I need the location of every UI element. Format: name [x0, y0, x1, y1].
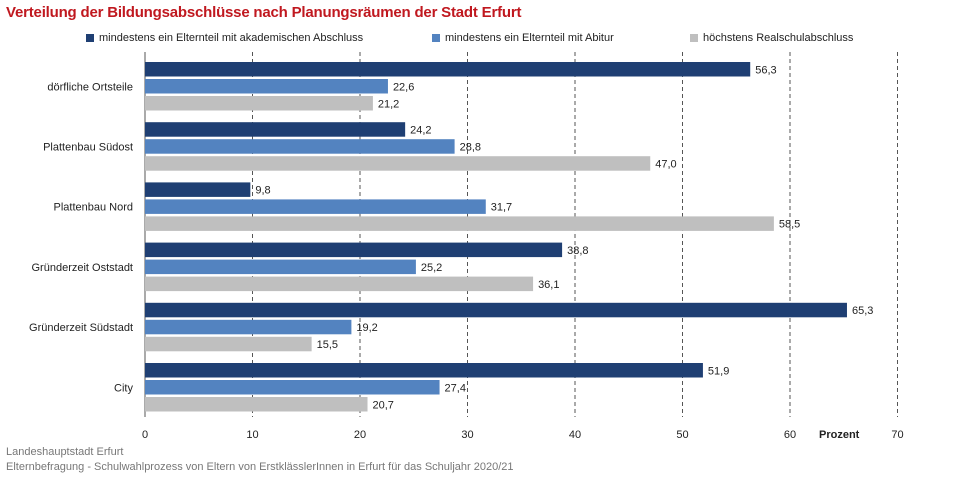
- value-label-city-series-3: 20,7: [373, 399, 394, 411]
- bar-gründerzeit-oststadt-series-3: [145, 276, 534, 292]
- bar-dörfliche-ortsteile-series-3: [145, 96, 373, 111]
- source-line-2: Elternbefragung - Schulwahlprozess von E…: [6, 461, 514, 473]
- value-label-gründerzeit-oststadt-series-2: 25,2: [421, 262, 442, 274]
- value-label-city-series-2: 27,4: [445, 382, 466, 394]
- value-label-plattenbau-nord-series-1: 9,8: [255, 185, 270, 197]
- legend-item-realschule: höchstens Realschulabschluss: [690, 32, 853, 44]
- value-label-gründerzeit-südstadt-series-3: 15,5: [317, 339, 338, 351]
- category-label-gründerzeit-südstadt: Gründerzeit Südstadt: [29, 322, 133, 334]
- legend-label-realschule: höchstens Realschulabschluss: [703, 32, 854, 44]
- value-label-plattenbau-südost-series-3: 47,0: [655, 158, 676, 170]
- source-line-1: Landeshauptstadt Erfurt: [6, 446, 124, 458]
- legend-label-abitur: mindestens ein Elternteil mit Abitur: [445, 32, 614, 44]
- value-label-plattenbau-südost-series-1: 24,2: [410, 124, 431, 136]
- x-tick-label-30: 30: [461, 429, 473, 441]
- category-label-plattenbau-nord: Plattenbau Nord: [54, 202, 134, 214]
- x-tick-label-10: 10: [246, 429, 258, 441]
- bar-plattenbau-südost-series-1: [145, 122, 406, 137]
- bar-gründerzeit-südstadt-series-3: [145, 336, 312, 352]
- x-tick-label-50: 50: [676, 429, 688, 441]
- legend: mindestens ein Elternteil mit akademisch…: [0, 32, 960, 48]
- legend-label-akademisch: mindestens ein Elternteil mit akademisch…: [99, 32, 364, 44]
- legend-swatch-realschule: [690, 34, 698, 42]
- bar-plattenbau-nord-series-3: [145, 216, 774, 231]
- bar-plattenbau-nord-series-2: [145, 199, 486, 214]
- value-label-plattenbau-südost-series-2: 28,8: [460, 141, 481, 153]
- bar-gründerzeit-südstadt-series-1: [145, 302, 847, 318]
- legend-swatch-akademisch: [86, 34, 94, 42]
- value-label-dörfliche-ortsteile-series-3: 21,2: [378, 98, 399, 110]
- legend-swatch-abitur: [432, 34, 440, 42]
- value-label-gründerzeit-südstadt-series-1: 65,3: [852, 305, 873, 317]
- value-label-gründerzeit-oststadt-series-3: 36,1: [538, 279, 559, 291]
- bar-plattenbau-südost-series-3: [145, 156, 651, 171]
- x-tick-label-40: 40: [569, 429, 581, 441]
- bar-city-series-3: [145, 397, 368, 412]
- legend-item-akademisch: mindestens ein Elternteil mit akademisch…: [86, 32, 363, 44]
- bar-city-series-2: [145, 380, 440, 395]
- value-label-plattenbau-nord-series-2: 31,7: [491, 202, 512, 214]
- bar-gründerzeit-oststadt-series-1: [145, 242, 563, 258]
- x-tick-label-60: 60: [784, 429, 796, 441]
- x-tick-label-20: 20: [354, 429, 366, 441]
- chart-title: Verteilung der Bildungsabschlüsse nach P…: [6, 4, 522, 21]
- x-tick-label-0: 0: [142, 429, 148, 441]
- legend-item-abitur: mindestens ein Elternteil mit Abitur: [432, 32, 614, 44]
- bar-plattenbau-südost-series-2: [145, 139, 455, 154]
- bar-gründerzeit-oststadt-series-2: [145, 259, 416, 275]
- value-label-city-series-1: 51,9: [708, 365, 729, 377]
- value-label-plattenbau-nord-series-3: 58,5: [779, 219, 800, 231]
- bar-dörfliche-ortsteile-series-1: [145, 62, 751, 77]
- value-label-dörfliche-ortsteile-series-2: 22,6: [393, 81, 414, 93]
- category-label-city: City: [114, 382, 133, 394]
- x-axis-title: Prozent: [819, 429, 860, 441]
- value-label-gründerzeit-oststadt-series-1: 38,8: [567, 245, 588, 257]
- bar-city-series-1: [145, 363, 703, 378]
- bar-gründerzeit-südstadt-series-2: [145, 319, 352, 335]
- x-tick-label-70: 70: [891, 429, 903, 441]
- value-label-dörfliche-ortsteile-series-1: 56,3: [755, 64, 776, 76]
- bar-dörfliche-ortsteile-series-2: [145, 79, 388, 94]
- category-label-plattenbau-südost: Plattenbau Südost: [43, 141, 133, 153]
- category-label-dörfliche-ortsteile: dörfliche Ortsteile: [47, 81, 133, 93]
- category-label-gründerzeit-oststadt: Gründerzeit Oststadt: [32, 262, 134, 274]
- value-label-gründerzeit-südstadt-series-2: 19,2: [356, 322, 377, 334]
- bar-plattenbau-nord-series-1: [145, 182, 251, 197]
